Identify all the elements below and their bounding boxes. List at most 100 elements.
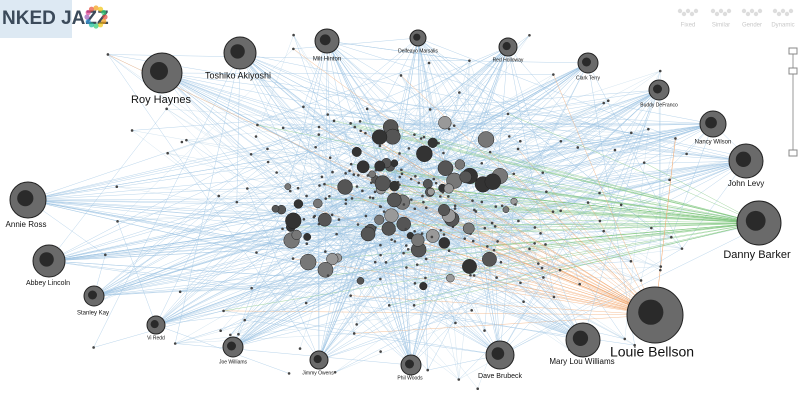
- dot-node: [237, 333, 240, 336]
- dot-node: [432, 178, 435, 181]
- dot-node: [331, 171, 334, 174]
- thumb-node[interactable]: [463, 223, 474, 234]
- thumb-node[interactable]: [419, 282, 427, 290]
- thumb-node[interactable]: [285, 213, 301, 229]
- person-node[interactable]: Clark Terry: [576, 53, 601, 81]
- node-portrait-face: [638, 300, 663, 325]
- logo-dot: [86, 19, 91, 24]
- thumb-node[interactable]: [438, 116, 451, 129]
- thumb-node[interactable]: [503, 207, 509, 213]
- dot-node: [659, 70, 662, 73]
- dot-node: [357, 174, 360, 177]
- node-label: Stanley Kay: [77, 311, 109, 317]
- dot-node: [250, 153, 253, 156]
- node-portrait-face: [736, 152, 751, 167]
- thumb-node[interactable]: [428, 138, 438, 148]
- thumb-node[interactable]: [292, 230, 302, 240]
- person-node[interactable]: Toshiko Akiyoshi: [205, 37, 271, 80]
- thumb-node[interactable]: [382, 222, 396, 236]
- thumb-node[interactable]: [369, 171, 376, 178]
- thumb-node[interactable]: [272, 205, 279, 212]
- thumb-node[interactable]: [374, 215, 384, 225]
- dot-node: [599, 220, 602, 223]
- person-node[interactable]: Red Holloway: [493, 38, 524, 63]
- thumb-node[interactable]: [357, 161, 369, 173]
- person-node[interactable]: Phil Woods: [397, 355, 423, 381]
- person-node[interactable]: Vi Redd: [147, 316, 165, 341]
- toolbar-button[interactable]: Similar: [711, 9, 731, 29]
- thumb-node[interactable]: [352, 147, 361, 156]
- thumb-node[interactable]: [446, 274, 454, 282]
- node-portrait-face: [320, 34, 331, 45]
- node-portrait-face: [88, 291, 97, 300]
- thumb-node[interactable]: [439, 237, 450, 248]
- person-node[interactable]: Danny Barker: [723, 201, 791, 261]
- person-node[interactable]: Jimmy Owens: [302, 351, 334, 376]
- thumb-node[interactable]: [389, 181, 399, 191]
- thumb-node[interactable]: [318, 213, 331, 226]
- thumb-node[interactable]: [444, 184, 454, 194]
- thumb-node[interactable]: [285, 184, 291, 190]
- thumb-node[interactable]: [294, 199, 303, 208]
- toolbar-icon: [777, 12, 781, 16]
- thumb-node[interactable]: [478, 131, 494, 147]
- dot-node: [353, 332, 356, 335]
- thumb-node[interactable]: [300, 254, 316, 270]
- dot-node: [181, 141, 184, 144]
- thumb-node[interactable]: [361, 227, 375, 241]
- thumb-node[interactable]: [318, 262, 333, 277]
- dot-node: [414, 175, 417, 178]
- thumb-node[interactable]: [313, 199, 322, 208]
- toolbar-button[interactable]: Dynamic: [771, 9, 794, 29]
- dot-node: [457, 378, 460, 381]
- person-node[interactable]: Milt Hinton: [313, 29, 341, 63]
- thumb-node[interactable]: [427, 188, 434, 195]
- thumb-node[interactable]: [375, 176, 390, 191]
- thumb-node[interactable]: [385, 209, 399, 223]
- thumb-node[interactable]: [304, 233, 311, 240]
- thumb-node[interactable]: [482, 252, 496, 266]
- dot-node: [481, 201, 484, 204]
- dot-node: [394, 240, 397, 243]
- thumb-node[interactable]: [391, 160, 398, 167]
- dot-node: [281, 228, 284, 231]
- person-node[interactable]: Mary Lou Williams: [549, 323, 614, 366]
- toolbar-icon: [727, 9, 731, 13]
- person-node[interactable]: John Levy: [728, 144, 764, 188]
- dot-node: [623, 338, 626, 341]
- thumb-node[interactable]: [455, 159, 465, 169]
- toolbar-button[interactable]: Gender: [742, 9, 762, 29]
- dot-node: [385, 261, 388, 264]
- dot-node: [317, 133, 320, 136]
- toolbar-button[interactable]: Fixed: [678, 9, 698, 29]
- dot-node: [364, 132, 367, 135]
- dot-node: [519, 140, 522, 143]
- dot-node: [528, 248, 531, 251]
- dot-node: [426, 369, 429, 372]
- dot-node: [405, 266, 408, 269]
- thumb-node[interactable]: [460, 171, 472, 183]
- dot-node: [327, 274, 330, 277]
- thumb-node[interactable]: [397, 217, 411, 231]
- thumb-node[interactable]: [416, 146, 432, 162]
- thumb-node[interactable]: [375, 161, 385, 171]
- thumb-node[interactable]: [338, 179, 353, 194]
- thumb-node[interactable]: [485, 174, 501, 190]
- thumb-node[interactable]: [387, 193, 401, 207]
- person-node[interactable]: Delfeayo Marsalis: [398, 30, 438, 54]
- toolbar-icon: [682, 12, 686, 16]
- thumb-node[interactable]: [462, 259, 476, 273]
- thumb-node[interactable]: [385, 129, 400, 144]
- thumb-node[interactable]: [372, 130, 387, 145]
- dot-node: [365, 215, 368, 218]
- thumb-node[interactable]: [412, 234, 425, 247]
- dot-node: [447, 195, 450, 198]
- thumb-node[interactable]: [423, 179, 432, 188]
- person-node[interactable]: Annie Ross: [6, 182, 47, 229]
- person-node[interactable]: Abbey Lincoln: [26, 245, 70, 287]
- zoom-slider[interactable]: [789, 48, 797, 156]
- dot-node: [282, 127, 285, 130]
- node-portrait-face: [413, 34, 420, 41]
- thumb-node[interactable]: [357, 277, 364, 284]
- thumb-node[interactable]: [438, 204, 449, 215]
